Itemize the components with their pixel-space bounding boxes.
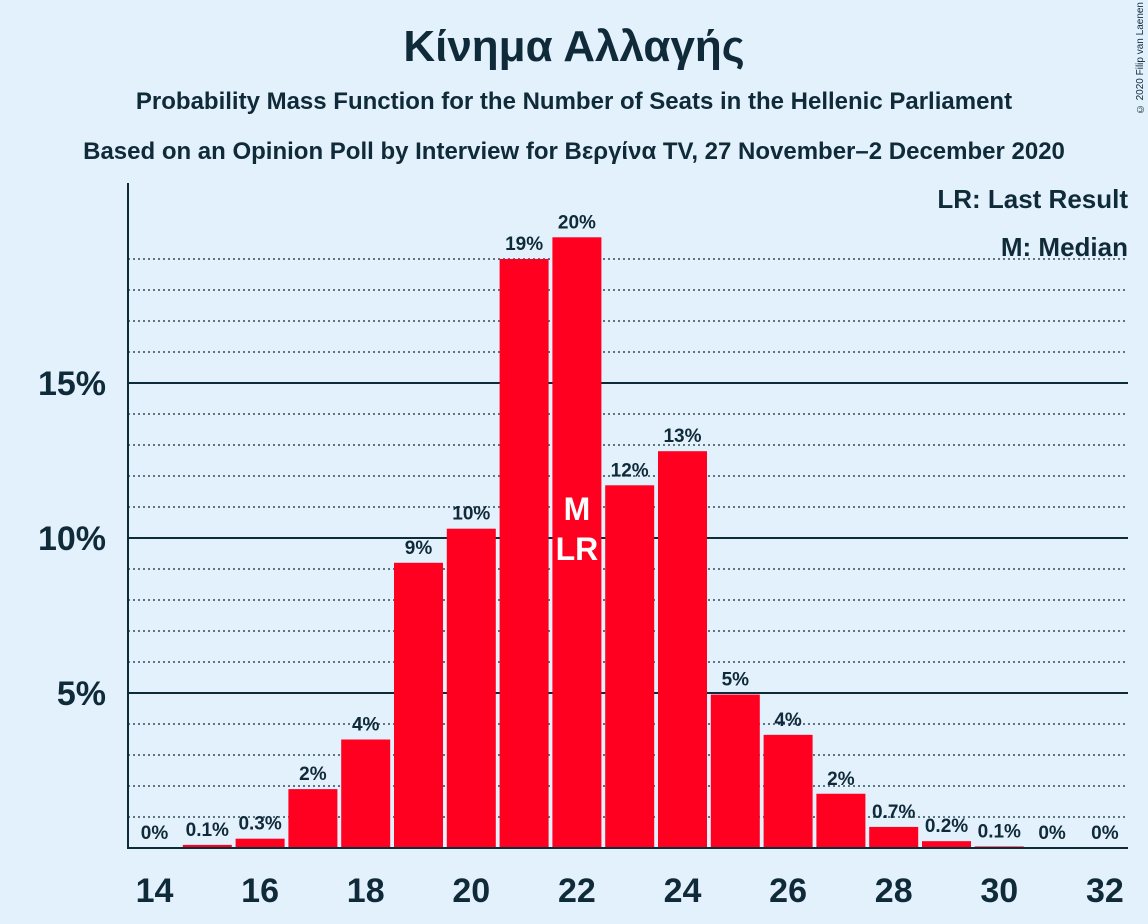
axes	[127, 183, 1128, 849]
y-tick-labels: 5% 10% 15%	[38, 365, 106, 713]
bar-label-seat-25: 5%	[722, 670, 750, 691]
bar-seat-20	[446, 528, 496, 848]
bar-seat-21	[499, 259, 549, 848]
bar-label-seat-24: 13%	[663, 426, 701, 447]
bar-seat-28	[869, 826, 919, 848]
bar-seat-25	[710, 694, 760, 848]
bar-seat-17	[288, 789, 338, 848]
bar-seat-24	[658, 451, 707, 848]
last-result-marker: LR	[556, 531, 599, 567]
x-tick-30: 30	[980, 872, 1018, 910]
x-tick-24: 24	[664, 872, 702, 910]
median-marker: M	[564, 491, 591, 527]
bar-label-seat-32: 0%	[1091, 823, 1119, 844]
x-tick-26: 26	[769, 872, 807, 910]
bar-seat-18	[341, 739, 391, 848]
bar-label-seat-17: 2%	[299, 764, 327, 785]
bar-label-seat-21: 19%	[505, 234, 543, 255]
x-tick-16: 16	[241, 872, 279, 910]
bar-seat-29	[922, 841, 971, 848]
bar-label-seat-18: 4%	[352, 715, 380, 736]
y-tick-15: 15%	[38, 365, 106, 403]
x-tick-14: 14	[136, 872, 174, 910]
bar-label-seat-20: 10%	[452, 504, 490, 525]
x-tick-22: 22	[558, 872, 596, 910]
bar-seat-16	[235, 838, 285, 848]
bar-label-seat-23: 12%	[611, 460, 649, 481]
y-tick-5: 5%	[57, 675, 106, 713]
bar-label-seat-31: 0%	[1038, 823, 1066, 844]
bar-label-seat-27: 2%	[827, 769, 855, 790]
bar-seat-27	[816, 793, 866, 848]
bar-label-seat-16: 0.3%	[238, 814, 281, 835]
bar-seat-23	[605, 485, 655, 848]
bar-label-seat-19: 9%	[405, 538, 433, 559]
bar-label-seat-29: 0.2%	[925, 816, 968, 837]
bar-value-labels: 0% 0.1% 0.3% 2% 4% 9% 10% 19% 20% 12% 13% 5% 4% 2% 0.7…	[141, 212, 1119, 844]
bar-seat-22	[552, 237, 602, 849]
legend-median: M: Median	[1001, 232, 1128, 262]
chart-title: Κίνημα Αλλαγής	[403, 22, 745, 71]
bar-label-seat-22: 20%	[558, 212, 596, 233]
y-tick-10: 10%	[38, 520, 106, 558]
median-last-result-markers: M LR	[556, 491, 599, 567]
bar-label-seat-15: 0.1%	[186, 820, 229, 841]
bar-label-seat-14: 0%	[141, 823, 169, 844]
bar-label-seat-28: 0.7%	[872, 802, 915, 823]
bar-label-seat-26: 4%	[774, 710, 802, 731]
x-tick-28: 28	[875, 872, 913, 910]
chart-source-subtitle: Based on an Opinion Poll by Interview fo…	[83, 138, 1065, 165]
x-tick-20: 20	[452, 872, 490, 910]
bar-seat-26	[763, 734, 813, 848]
chart-subtitle: Probability Mass Function for the Number…	[135, 88, 1013, 115]
x-tick-18: 18	[347, 872, 385, 910]
bar-seat-15	[182, 844, 232, 848]
bar-label-seat-30: 0.1%	[978, 821, 1021, 842]
x-tick-labels: 14 16 18 20 22 24 26 28 30 32	[136, 872, 1124, 910]
x-tick-32: 32	[1086, 872, 1124, 910]
bar-seat-19	[394, 562, 443, 848]
bars	[182, 237, 1024, 849]
legend-last-result: LR: Last Result	[937, 184, 1128, 214]
